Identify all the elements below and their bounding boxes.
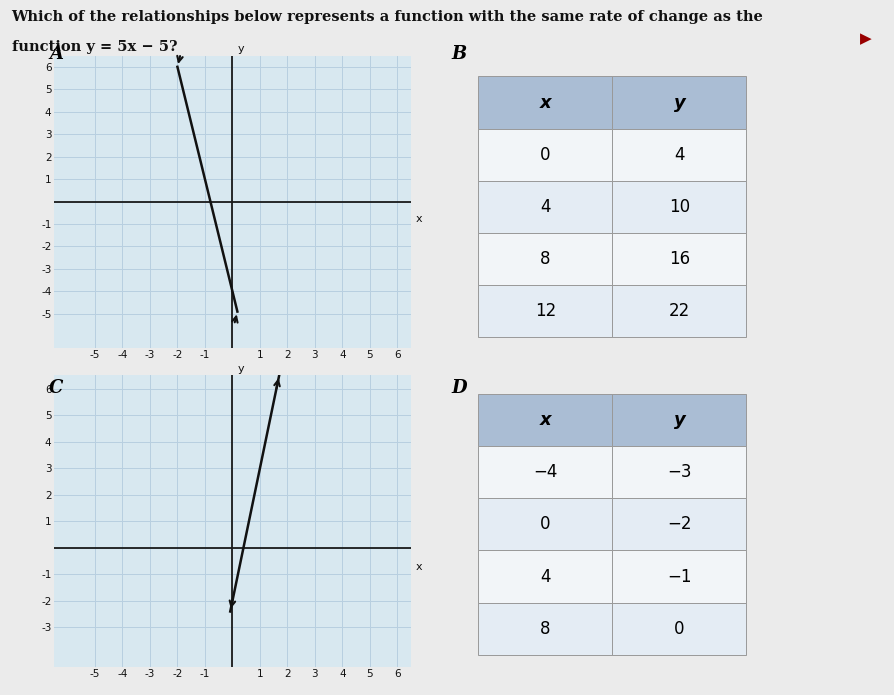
Text: y: y: [238, 364, 244, 374]
Text: 4: 4: [540, 198, 551, 215]
Text: ▶: ▶: [860, 31, 872, 47]
Text: 12: 12: [535, 302, 556, 320]
Text: B: B: [451, 45, 467, 63]
Text: 0: 0: [540, 146, 551, 163]
Text: y: y: [238, 44, 244, 54]
Text: y: y: [673, 411, 686, 429]
Text: x: x: [539, 94, 552, 111]
Text: function y = 5x − 5?: function y = 5x − 5?: [12, 40, 177, 54]
Text: 0: 0: [674, 620, 685, 637]
Text: 0: 0: [540, 516, 551, 533]
Text: 4: 4: [674, 146, 685, 163]
Text: y: y: [673, 94, 686, 111]
Text: x: x: [539, 411, 552, 429]
Text: 22: 22: [669, 302, 690, 320]
Text: x: x: [416, 214, 422, 224]
Text: 8: 8: [540, 620, 551, 637]
Text: 10: 10: [669, 198, 690, 215]
Text: −1: −1: [667, 568, 692, 585]
Text: −4: −4: [533, 464, 558, 481]
Text: x: x: [416, 562, 422, 573]
Text: −2: −2: [667, 516, 692, 533]
Text: −3: −3: [667, 464, 692, 481]
Text: A: A: [49, 45, 63, 63]
Text: Which of the relationships below represents a function with the same rate of cha: Which of the relationships below represe…: [12, 10, 763, 24]
Text: 4: 4: [540, 568, 551, 585]
Text: D: D: [451, 379, 467, 397]
Text: 16: 16: [669, 250, 690, 268]
Text: 8: 8: [540, 250, 551, 268]
Text: C: C: [49, 379, 63, 397]
